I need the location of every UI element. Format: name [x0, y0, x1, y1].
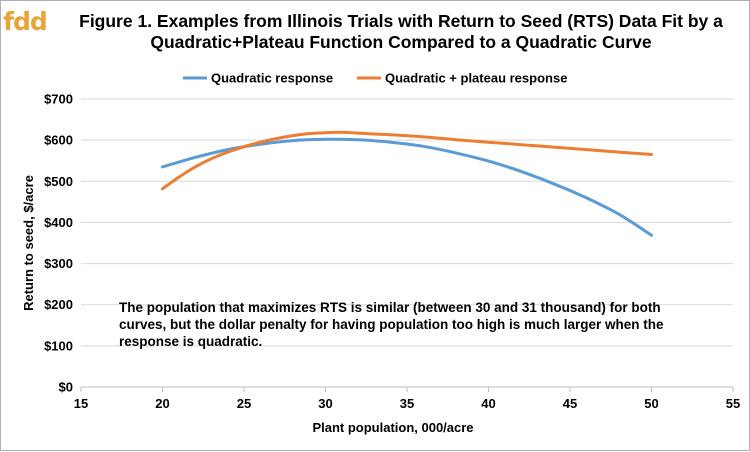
- x-tick-label: 40: [481, 396, 495, 411]
- y-tick-label: $700: [44, 92, 73, 107]
- y-tick-label: $400: [44, 215, 73, 230]
- x-tick-label: 55: [726, 396, 740, 411]
- x-tick-label: 20: [155, 396, 169, 411]
- x-axis-ticks: 15 20 25 30 35 40 45 50 55: [74, 396, 740, 411]
- y-tick-label: $0: [59, 380, 73, 395]
- x-tick-label: 30: [318, 396, 332, 411]
- x-tick-label: 15: [74, 396, 88, 411]
- x-tick-label: 45: [563, 396, 577, 411]
- chart-annotation: The population that maximizes RTS is sim…: [119, 300, 664, 349]
- x-axis-label: Plant population, 000/acre: [312, 420, 473, 435]
- chart-title-line-2: Quadratic+Plateau Function Compared to a…: [150, 32, 652, 52]
- series-lines: [161, 130, 653, 237]
- legend: Quadratic response Quadratic + plateau re…: [183, 71, 567, 86]
- quadratic-response-line: [161, 137, 653, 237]
- legend-label: Quadratic + plateau response: [385, 71, 567, 86]
- y-tick-label: $500: [44, 174, 73, 189]
- fdd-logo: fdd: [1, 1, 49, 43]
- x-tick-label: 50: [644, 396, 658, 411]
- chart-title: Figure 1. Examples from Illinois Trials …: [61, 11, 741, 53]
- quadratic-plateau-response-line: [161, 130, 653, 191]
- legend-label: Quadratic response: [211, 71, 333, 86]
- x-tick-label: 25: [237, 396, 251, 411]
- y-tick-label: $300: [44, 256, 73, 271]
- axes: [80, 386, 734, 392]
- chart-title-line-1: Figure 1. Examples from Illinois Trials …: [79, 11, 723, 31]
- y-tick-label: $100: [44, 338, 73, 353]
- x-tick-label: 35: [400, 396, 414, 411]
- y-tick-label: $600: [44, 133, 73, 148]
- y-axis-ticks: $0 $100 $200 $300 $400 $500 $600 $700: [44, 92, 73, 395]
- gridlines: [81, 98, 733, 347]
- y-axis-label: Return to seed, $/acre: [21, 175, 36, 311]
- y-tick-label: $200: [44, 297, 73, 312]
